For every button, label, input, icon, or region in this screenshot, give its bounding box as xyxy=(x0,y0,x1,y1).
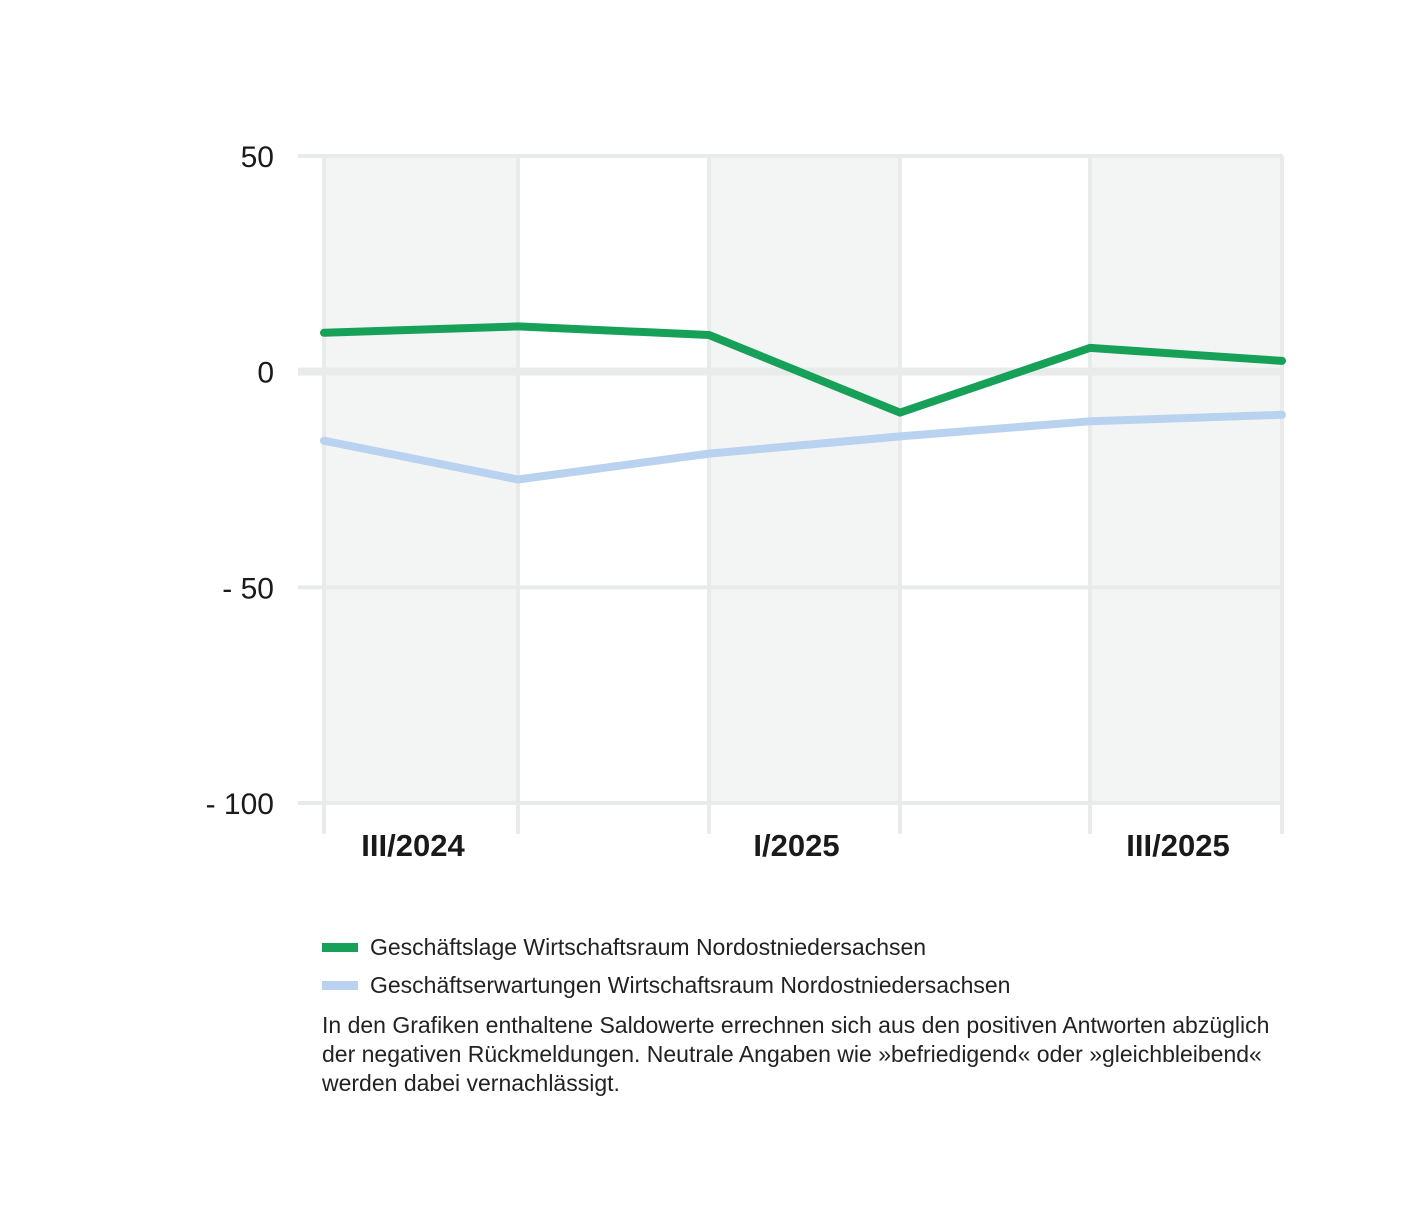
x-tick-label: III/2025 xyxy=(1126,828,1229,863)
legend-item-geschaeftslage: Geschäftslage Wirtschaftsraum Nordostnie… xyxy=(322,928,1302,966)
x-tick-label: III/2024 xyxy=(361,828,465,863)
legend-label-geschaeftslage: Geschäftslage Wirtschaftsraum Nordostnie… xyxy=(370,933,927,960)
chart-legend: Geschäftslage Wirtschaftsraum Nordostnie… xyxy=(322,928,1302,1004)
y-axis-tick-labels: 50 0 - 50 - 100 xyxy=(206,141,274,821)
x-axis-tick-labels: III/2024 I/2025 III/2025 xyxy=(361,828,1229,863)
background-band xyxy=(709,156,900,803)
background-band xyxy=(324,156,518,803)
x-tick-label: I/2025 xyxy=(753,828,839,863)
legend-item-geschaeftserwartungen: Geschäftserwartungen Wirtschaftsraum Nor… xyxy=(322,966,1302,1004)
series-line-geschaeftslage xyxy=(320,322,1286,417)
series-line-geschaeftserwartungen xyxy=(320,410,1286,484)
chart-footnote: In den Grafiken enthaltene Saldowerte er… xyxy=(322,1012,1270,1096)
chart-background-bands xyxy=(324,156,1282,803)
chart-series xyxy=(320,322,1286,484)
chart-grid xyxy=(298,154,1284,834)
legend-swatch-geschaeftserwartungen xyxy=(322,980,358,990)
y-tick-label: 50 xyxy=(241,141,274,174)
background-band xyxy=(1090,156,1282,803)
y-tick-label: - 50 xyxy=(222,572,274,605)
line-chart: 50 0 - 50 - 100 III/2024 I/2025 III/2025 xyxy=(206,141,1286,863)
legend-swatch-geschaeftslage xyxy=(322,942,358,952)
y-tick-label: - 100 xyxy=(206,788,274,821)
legend-label-geschaeftserwartungen: Geschäftserwartungen Wirtschaftsraum Nor… xyxy=(370,971,1011,998)
y-tick-label: 0 xyxy=(257,357,274,390)
